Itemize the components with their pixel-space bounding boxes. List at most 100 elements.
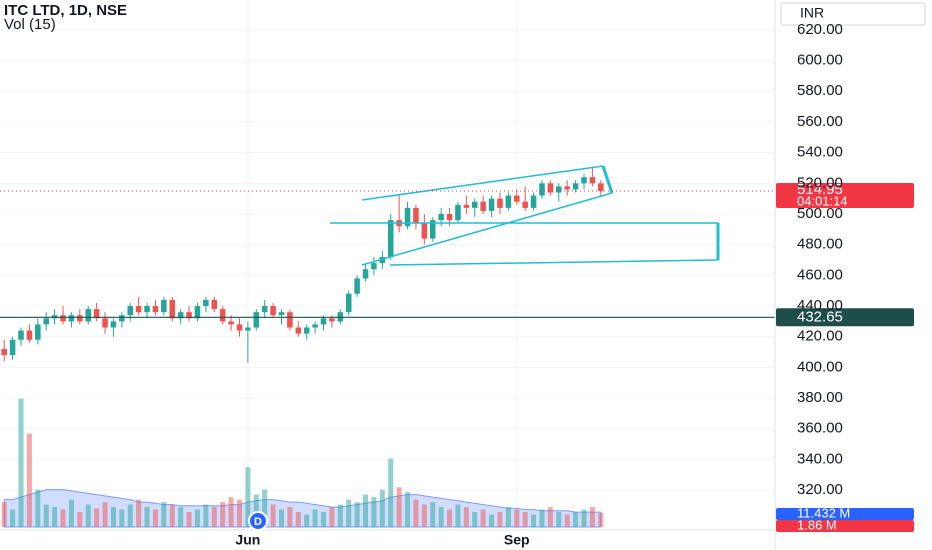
candle-body xyxy=(245,327,251,331)
chart-subtitle: Vol (15) xyxy=(4,16,56,33)
trendline xyxy=(361,192,613,266)
volume-bar xyxy=(110,507,116,527)
chart-title: ITC LTD, 1D, NSE xyxy=(4,2,127,19)
volume-bar xyxy=(480,509,486,527)
volume-bar xyxy=(94,508,100,527)
candle-body xyxy=(9,339,16,356)
candle-body xyxy=(463,204,470,208)
candle-body xyxy=(497,198,503,208)
volume-bar xyxy=(371,497,377,527)
volume-bar xyxy=(421,504,427,527)
volume-bar xyxy=(10,509,16,527)
volume-bar xyxy=(278,509,285,527)
candle-body xyxy=(556,186,562,193)
volume-bar xyxy=(489,514,495,527)
candle-body xyxy=(60,315,66,322)
volume-bar xyxy=(413,499,419,527)
volume-bar xyxy=(43,504,49,527)
candle-body xyxy=(236,324,243,331)
volume-label-box xyxy=(776,508,914,520)
candle-body xyxy=(68,315,75,322)
volume-bar xyxy=(253,494,259,527)
candle-body xyxy=(471,201,478,208)
candle-body xyxy=(371,263,377,270)
candle-body xyxy=(35,324,41,340)
volume-bar xyxy=(522,512,528,527)
volume-bar xyxy=(85,504,91,527)
volume-bar xyxy=(547,507,553,527)
volume-bar xyxy=(379,489,385,527)
volume-bar xyxy=(405,492,411,527)
volume-bar xyxy=(102,502,108,527)
countdown-label: 04:01:14 xyxy=(797,193,848,208)
volume-bar xyxy=(396,487,402,527)
candle-body xyxy=(110,321,117,328)
volume-bar xyxy=(178,507,184,527)
candle-body xyxy=(446,213,453,221)
candle-body xyxy=(303,327,310,334)
volume-bar xyxy=(497,512,503,527)
y-tick-label: 480.00 xyxy=(797,236,843,253)
candle-body xyxy=(1,348,7,356)
volume-bar xyxy=(186,512,192,527)
candle-body xyxy=(513,195,520,202)
volume-bar xyxy=(455,504,461,527)
volume-bar xyxy=(35,489,41,527)
candle-body xyxy=(295,327,302,334)
candle-body xyxy=(102,318,108,328)
volume-label: 1.86 M xyxy=(797,517,837,532)
volume-bar xyxy=(539,509,545,527)
y-tick-label: 360.00 xyxy=(797,420,843,437)
volume-bar xyxy=(531,514,537,527)
last-price-label: 514.95 xyxy=(797,181,843,198)
candle-body xyxy=(26,330,33,340)
y-tick-label: 460.00 xyxy=(797,266,843,283)
y-tick-label: 380.00 xyxy=(797,389,843,406)
candle-body xyxy=(320,318,327,325)
volume-bar xyxy=(514,509,520,527)
volume-bar xyxy=(270,504,276,527)
candle-body xyxy=(270,306,276,316)
candle-body xyxy=(203,299,209,307)
candle-body xyxy=(186,312,192,319)
volume-bar xyxy=(144,507,150,527)
y-tick-label: 620.00 xyxy=(797,21,843,38)
grid xyxy=(0,0,775,530)
candle-body xyxy=(278,312,285,316)
volume-bar xyxy=(564,514,570,527)
volume-bar xyxy=(1,502,7,527)
volume-bar xyxy=(136,499,142,527)
level-label-box xyxy=(776,308,914,327)
candle-body xyxy=(161,299,167,313)
candle-body xyxy=(572,183,579,190)
candle-body xyxy=(85,309,92,322)
dividend-badge[interactable] xyxy=(248,511,268,531)
candle-body xyxy=(413,207,419,224)
volume-bar xyxy=(228,497,234,527)
volume-bar xyxy=(388,458,394,527)
currency-box[interactable] xyxy=(780,2,926,26)
level-label: 432.65 xyxy=(797,308,843,325)
dividend-badge-label: D xyxy=(254,516,262,528)
candle-body xyxy=(589,177,596,184)
candle-body xyxy=(429,220,436,239)
volume-bar xyxy=(262,489,268,527)
candle-body xyxy=(345,293,352,313)
volume-bar xyxy=(472,512,478,527)
volume-bar xyxy=(598,512,604,527)
volume-bar xyxy=(68,499,74,527)
trendline xyxy=(601,165,614,194)
candle-body xyxy=(539,183,545,196)
y-tick-label: 600.00 xyxy=(797,52,843,69)
volume-bar xyxy=(295,512,301,527)
y-tick-label: 420.00 xyxy=(797,328,843,345)
volume-bar xyxy=(438,507,444,527)
volume-bar xyxy=(337,504,343,527)
volume-bar xyxy=(169,504,175,527)
volume-label-box xyxy=(776,520,914,532)
volume-bar xyxy=(161,502,167,527)
volume-bar xyxy=(52,507,58,527)
candle-body xyxy=(18,330,24,340)
x-tick-label: Sep xyxy=(504,532,530,548)
